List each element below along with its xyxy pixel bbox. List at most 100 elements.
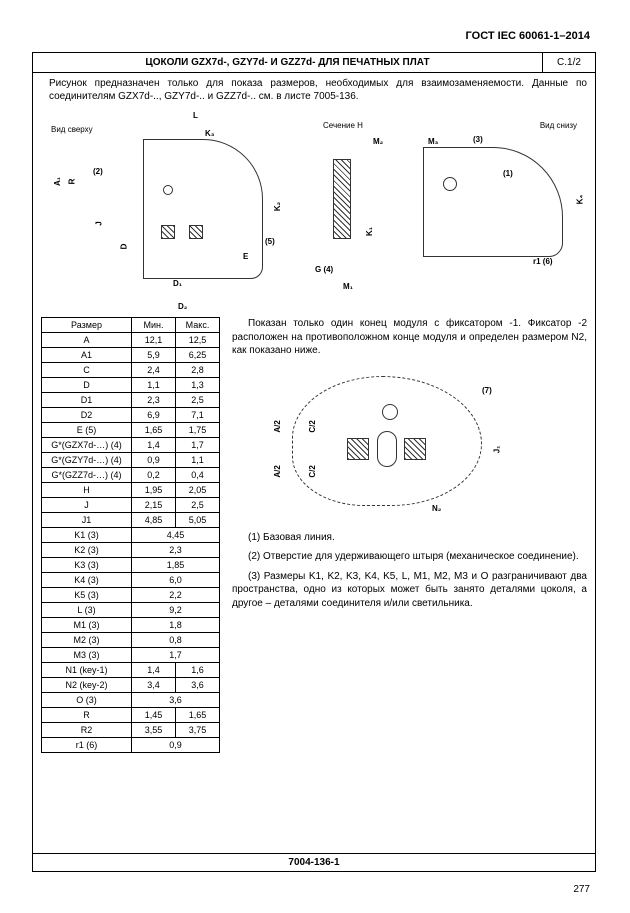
cell-param: R2 [42, 723, 132, 738]
dim-D2: D₂ [178, 302, 187, 311]
cell-param: D2 [42, 408, 132, 423]
cell-param: C [42, 363, 132, 378]
cell-span: 3,6 [132, 693, 220, 708]
cell-span: 9,2 [132, 603, 220, 618]
table-row: R23,553,75 [42, 723, 220, 738]
cell-span: 1,85 [132, 558, 220, 573]
cell-param: K3 (3) [42, 558, 132, 573]
sheet-code: C.1/2 [543, 53, 595, 72]
ref-2: (2) [93, 167, 103, 176]
table-row: D1,11,3 [42, 378, 220, 393]
cell-param: E (5) [42, 423, 132, 438]
cell-min: 6,9 [132, 408, 176, 423]
ref-5: (5) [265, 237, 275, 246]
cell-min: 1,95 [132, 483, 176, 498]
cell-min: 12,1 [132, 333, 176, 348]
cell-param: K5 (3) [42, 588, 132, 603]
dim-L: L [193, 111, 198, 120]
d2-key [377, 431, 397, 467]
dim-G: G (4) [315, 265, 333, 274]
cell-max: 2,5 [176, 498, 220, 513]
th-max: Макс. [176, 318, 220, 333]
cell-max: 3,6 [176, 678, 220, 693]
top-diagram-area: Вид сверху L K₃ (2) A₁ R J D D₁ D₂ E (5)… [33, 107, 595, 317]
table-row: G*(GZZ7d-…) (4)0,20,4 [42, 468, 220, 483]
cell-param: G*(GZZ7d-…) (4) [42, 468, 132, 483]
d2-A2b: A/2 [273, 465, 284, 477]
cell-param: J [42, 498, 132, 513]
cell-min: 1,4 [132, 438, 176, 453]
cell-param: D1 [42, 393, 132, 408]
dim-D1: D₁ [173, 279, 182, 288]
dim-A1: A₁ [53, 177, 62, 186]
pad-2 [189, 225, 203, 239]
note-2: (2) Отверстие для удерживающего штыря (м… [232, 550, 587, 564]
th-param: Размер [42, 318, 132, 333]
cell-param: K2 (3) [42, 543, 132, 558]
cell-min: 0,2 [132, 468, 176, 483]
table-row: L (3)9,2 [42, 603, 220, 618]
lower-content: Размер Мин. Макс. A12,112,5A15,96,25C2,4… [33, 317, 595, 753]
ref-3: (3) [473, 135, 483, 144]
cell-span: 1,7 [132, 648, 220, 663]
cell-min: 2,15 [132, 498, 176, 513]
dim-R: R [67, 179, 76, 185]
cell-min: 0,9 [132, 453, 176, 468]
cell-param: L (3) [42, 603, 132, 618]
cell-min: 5,9 [132, 348, 176, 363]
cell-param: H [42, 483, 132, 498]
page-number: 277 [573, 884, 590, 895]
dim-K2: K₂ [273, 202, 282, 211]
desc-paragraph: Показан только один конец модуля с фикса… [232, 317, 587, 358]
cell-max: 1,3 [176, 378, 220, 393]
dim-D: D [119, 244, 128, 250]
cell-param: M3 (3) [42, 648, 132, 663]
cell-param: N2 (key-2) [42, 678, 132, 693]
dimensions-table: Размер Мин. Макс. A12,112,5A15,96,25C2,4… [41, 317, 220, 753]
cell-min: 1,65 [132, 423, 176, 438]
note-3: (3) Размеры K1, K2, K3, K4, K5, L, M1, M… [232, 570, 587, 611]
note-1: (1) Базовая линия. [232, 531, 587, 545]
cell-param: O (3) [42, 693, 132, 708]
d2-N2: N₂ [432, 504, 441, 515]
cell-max: 1,75 [176, 423, 220, 438]
dim-K1: K₁ [365, 227, 374, 236]
table-row: H1,952,05 [42, 483, 220, 498]
table-row: K4 (3)6,0 [42, 573, 220, 588]
cell-max: 1,1 [176, 453, 220, 468]
dim-K4: K₄ [575, 195, 584, 205]
d2-pad-r [404, 438, 426, 460]
table-row: M1 (3)1,8 [42, 618, 220, 633]
table-row: N2 (key-2)3,43,6 [42, 678, 220, 693]
intro-text: Рисунок предназначен только для показа р… [33, 73, 595, 107]
cell-param: D [42, 378, 132, 393]
standard-header: ГОСТ IEC 60061-1–2014 [466, 30, 590, 42]
cell-span: 2,3 [132, 543, 220, 558]
table-row: J14,855,05 [42, 513, 220, 528]
cell-param: M1 (3) [42, 618, 132, 633]
table-row: M2 (3)0,8 [42, 633, 220, 648]
d2-ref-7: (7) [482, 386, 492, 397]
cell-min: 4,85 [132, 513, 176, 528]
cell-min: 1,1 [132, 378, 176, 393]
dim-M2: M₂ [373, 137, 383, 146]
table-wrapper: Размер Мин. Макс. A12,112,5A15,96,25C2,4… [41, 317, 220, 753]
table-row: M3 (3)1,7 [42, 648, 220, 663]
cell-max: 1,65 [176, 708, 220, 723]
bottom-outline [423, 147, 563, 257]
cell-max: 1,7 [176, 438, 220, 453]
d2-C2a: C/2 [308, 420, 319, 432]
cell-max: 2,8 [176, 363, 220, 378]
dim-K3: K₃ [205, 129, 214, 138]
cell-max: 5,05 [176, 513, 220, 528]
title-main: ЦОКОЛИ GZX7d-, GZY7d- И GZZ7d- ДЛЯ ПЕЧАТ… [33, 53, 543, 72]
cell-param: K4 (3) [42, 573, 132, 588]
right-column: Показан только один конец модуля с фикса… [232, 317, 587, 753]
cell-param: M2 (3) [42, 633, 132, 648]
label-top-view: Вид сверху [51, 125, 93, 134]
cell-span: 0,9 [132, 738, 220, 753]
cell-max: 3,75 [176, 723, 220, 738]
dim-E: E [243, 252, 248, 261]
cell-max: 2,5 [176, 393, 220, 408]
table-header-row: Размер Мин. Макс. [42, 318, 220, 333]
